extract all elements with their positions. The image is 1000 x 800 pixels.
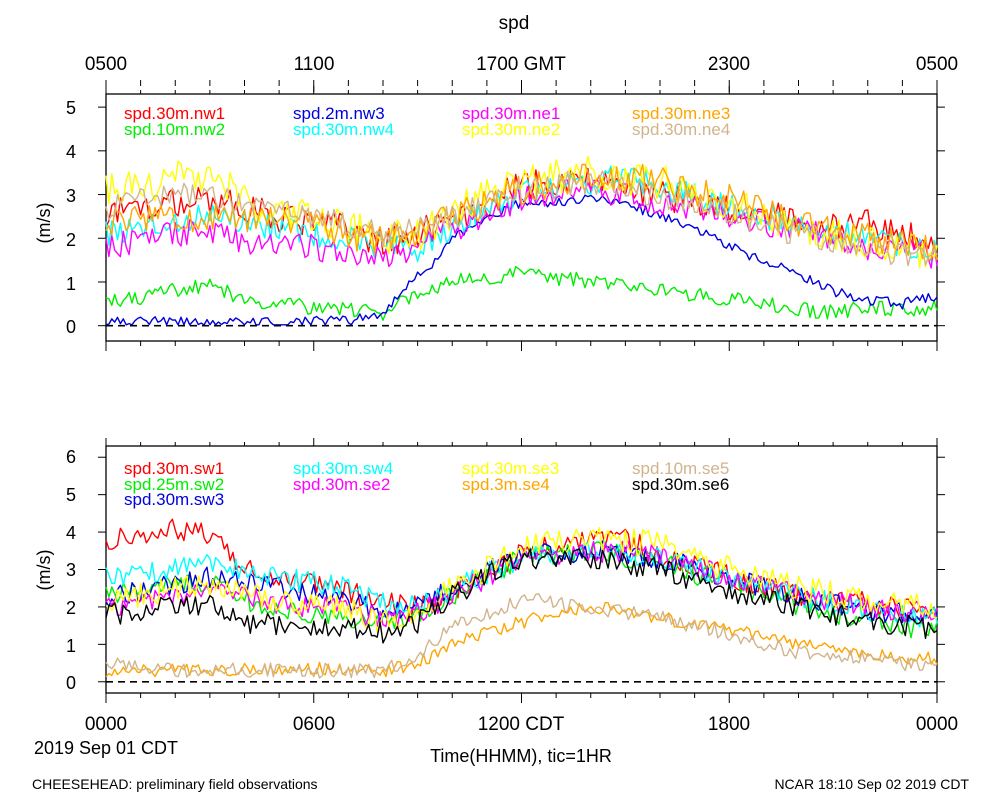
top-panel-series (105, 155, 938, 326)
series-line-spd-30m-ne1 (105, 179, 938, 269)
bottom-panel-legend: spd.30m.sw1 spd.25m.sw2 spd.30m.sw3 spd.… (124, 459, 729, 509)
footer-right: NCAR 18:10 Sep 02 2019 CDT (774, 776, 969, 792)
legend-entry-sw4: spd.30m.sw4 (293, 459, 393, 478)
top-axis-tick-label: 2300 (708, 54, 750, 75)
bottom-axis-tick-label: 0000 (85, 714, 127, 735)
legend-entry-ne1: spd.30m.ne1 (462, 104, 560, 123)
legend-entry-ne3: spd.30m.ne3 (632, 104, 730, 123)
y-tick-label: 3 (66, 186, 76, 206)
y-tick-label: 0 (66, 317, 76, 337)
top-panel-x-ticks (105, 86, 938, 351)
y-tick-label: 5 (66, 98, 76, 118)
bottom-panel-series (105, 518, 938, 679)
series-line-spd-2m-nw3 (105, 194, 938, 326)
top-panel-ylabel: (m/s) (34, 203, 54, 244)
footer-left: CHEESEHEAD: preliminary field observatio… (32, 776, 318, 792)
series-line-spd-30m-se3 (105, 526, 938, 633)
bottom-panel-ylabel: (m/s) (34, 550, 54, 591)
top-axis-ticks (105, 80, 938, 92)
legend-entry-sw2: spd.25m.sw2 (124, 475, 224, 494)
legend-entry-se3: spd.30m.se3 (462, 459, 559, 478)
series-line-spd-30m-ne4 (105, 170, 938, 267)
legend-entry-ne2: spd.30m.ne2 (462, 120, 560, 139)
top-axis-tick-label: 0500 (916, 54, 958, 75)
legend-entry-nw3: spd.2m.nw3 (293, 104, 385, 123)
bottom-panel-y-tick-labels: 0 1 2 3 4 5 6 (66, 447, 76, 693)
chart-title: spd (499, 13, 530, 34)
legend-entry-se4: spd.3m.se4 (462, 475, 550, 494)
y-tick-label: 2 (66, 230, 76, 250)
y-tick-label: 4 (66, 523, 76, 543)
bottom-panel: (m/s) 0 1 2 3 4 5 6 spd.30m.sw1 spd.25m.… (34, 438, 945, 703)
y-tick-label: 4 (66, 142, 76, 162)
x-axis-label: Time(HHMM), tic=1HR (430, 746, 612, 766)
y-tick-label: 5 (66, 485, 76, 505)
legend-entry-se6: spd.30m.se6 (632, 475, 729, 494)
y-tick-label: 1 (66, 636, 76, 656)
y-tick-label: 0 (66, 673, 76, 693)
series-line-spd-10m-nw2 (105, 266, 938, 321)
bottom-panel-x-ticks (105, 438, 938, 703)
legend-entry-ne4: spd.30m.ne4 (632, 120, 730, 139)
top-axis-tick-label: 0500 (85, 54, 127, 75)
series-line-spd-30m-se6 (105, 548, 938, 644)
legend-entry-se2: spd.30m.se2 (293, 475, 390, 494)
top-axis-tick-label: 1100 (294, 54, 335, 75)
series-line-spd-30m-ne3 (105, 163, 938, 261)
y-tick-label: 3 (66, 560, 76, 580)
series-line-spd-30m-ne2 (105, 155, 938, 269)
series-line-spd-3m-se4 (105, 602, 938, 678)
top-axis-tick-label: 1700 GMT (476, 54, 566, 75)
y-tick-label: 6 (66, 447, 76, 467)
legend-entry-sw3: spd.30m.sw3 (124, 490, 224, 509)
series-line-spd-30m-nw1 (105, 167, 938, 255)
bottom-panel-y-ticks (98, 456, 945, 683)
legend-entry-nw4: spd.30m.nw4 (293, 120, 394, 139)
top-panel-y-tick-labels: 0 1 2 3 4 5 (66, 98, 76, 337)
legend-entry-sw1: spd.30m.sw1 (124, 459, 224, 478)
bottom-axis-tick-label: 0600 (293, 714, 335, 735)
y-tick-label: 2 (66, 598, 76, 618)
bottom-axis-tick-label: 1200 CDT (478, 714, 565, 735)
top-panel-legend: spd.30m.nw1 spd.10m.nw2 spd.2m.nw3 spd.3… (124, 104, 730, 139)
bottom-axis-tick-label: 0000 (916, 714, 958, 735)
series-line-spd-10m-se5 (105, 593, 938, 679)
legend-entry-se5: spd.10m.se5 (632, 459, 729, 478)
legend-entry-nw2: spd.10m.nw2 (124, 120, 225, 139)
top-panel: (m/s) 0 1 2 3 4 5 spd.30m.nw1 spd.10m.nw… (34, 86, 945, 351)
start-date-label: 2019 Sep 01 CDT (34, 738, 178, 758)
top-panel-y-ticks (98, 106, 945, 327)
y-tick-label: 1 (66, 274, 76, 294)
bottom-axis-tick-label: 1800 (708, 714, 750, 735)
legend-entry-nw1: spd.30m.nw1 (124, 104, 225, 123)
